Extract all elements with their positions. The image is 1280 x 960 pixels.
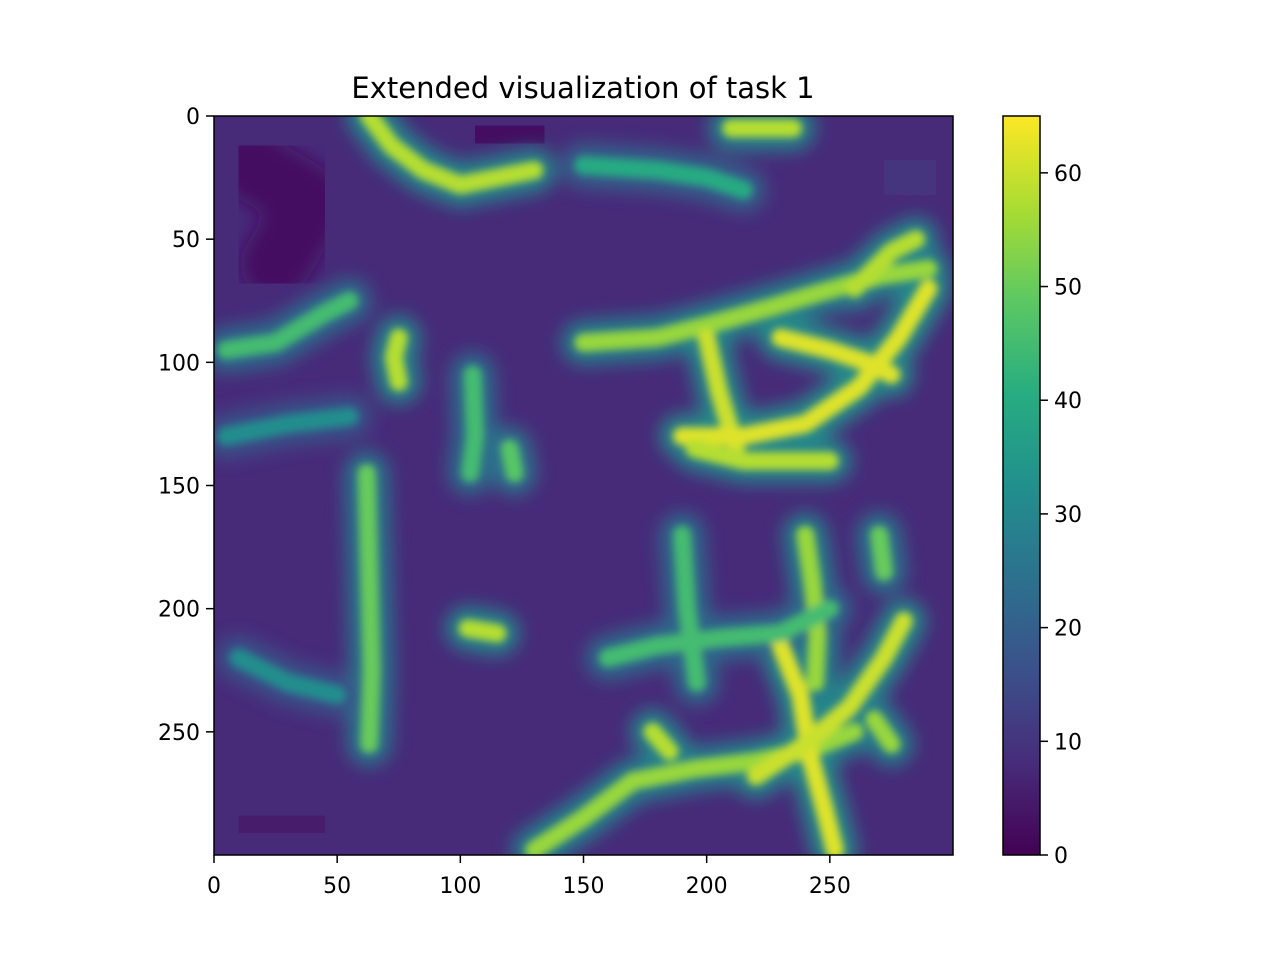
heatmap-stroke-core xyxy=(771,328,901,384)
chart-title: Extended visualization of task 1 xyxy=(351,71,814,105)
y-tick-label: 150 xyxy=(158,475,200,500)
heatmap-plot-area xyxy=(214,116,953,855)
heatmap-stroke-core xyxy=(217,407,359,446)
plot-frame xyxy=(213,115,954,856)
x-tick-label: 100 xyxy=(439,874,481,899)
heatmap-stroke-core xyxy=(845,230,925,298)
heatmap-stroke-core xyxy=(217,291,359,359)
x-tick-label: 150 xyxy=(563,874,605,899)
heatmap-stroke-core xyxy=(771,636,844,855)
heatmap-stroke-core xyxy=(643,722,679,761)
x-tick-label: 250 xyxy=(809,874,851,899)
y-tick-label: 250 xyxy=(158,721,200,746)
heatmap-stroke-core xyxy=(746,612,913,786)
heatmap-stroke-core xyxy=(685,439,839,470)
colorbar-tick-label: 50 xyxy=(1054,276,1082,301)
colorbar-tick-label: 30 xyxy=(1054,503,1082,528)
heatmap-low-region xyxy=(215,130,348,299)
heatmap-stroke-core xyxy=(574,156,753,199)
colorbar-tick-label: 60 xyxy=(1054,162,1082,187)
x-tick-label: 0 xyxy=(207,874,221,899)
heatmap-low-region xyxy=(856,130,953,225)
heatmap-stroke-core xyxy=(461,365,485,483)
y-tick-label: 100 xyxy=(158,351,200,376)
heatmap-low-region xyxy=(450,116,570,176)
heatmap-stroke-core xyxy=(599,599,839,667)
colorbar-tick-label: 20 xyxy=(1054,617,1082,642)
y-tick-label: 0 xyxy=(186,105,200,130)
heatmap-stroke-core xyxy=(360,116,544,194)
heatmap-stroke-core xyxy=(229,648,347,704)
colorbar-tick-label: 40 xyxy=(1054,389,1082,414)
y-axis: 0 50 100 150 200 250 xyxy=(158,105,214,746)
heatmap-stroke-core xyxy=(870,525,893,581)
colorbar-tick-label: 10 xyxy=(1054,730,1082,755)
heatmap-stroke-core xyxy=(500,439,524,483)
heatmap-stroke-core xyxy=(673,279,938,446)
colorbar: 0 10 20 30 40 50 60 xyxy=(1002,115,1082,869)
y-tick-label: 50 xyxy=(172,228,200,253)
x-axis: 0 50 100 150 200 250 xyxy=(207,855,851,899)
heatmap-stroke-core xyxy=(865,710,901,754)
heatmap-stroke-core xyxy=(357,464,381,754)
colorbar-tick-label: 0 xyxy=(1054,844,1068,869)
heatmap-low-region xyxy=(215,783,348,855)
y-tick-label: 200 xyxy=(158,598,200,623)
heatmap-stroke-core xyxy=(384,328,408,391)
x-tick-label: 50 xyxy=(323,874,351,899)
colorbar-gradient xyxy=(1002,115,1041,856)
heatmap-stroke-core xyxy=(673,525,706,692)
x-tick-label: 200 xyxy=(686,874,728,899)
heatmap-stroke-core xyxy=(458,619,507,643)
